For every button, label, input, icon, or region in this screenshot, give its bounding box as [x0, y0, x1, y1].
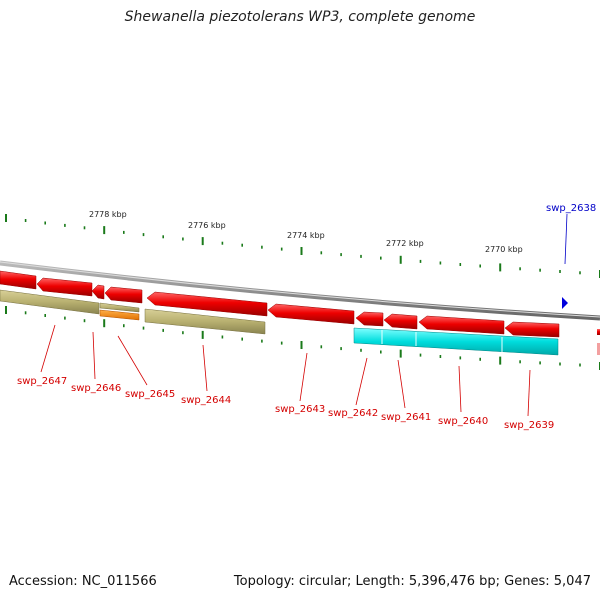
gene-swp-2641-arrow[interactable]: [383, 313, 418, 330]
topology-text: Topology: circular; Length: 5,396,476 bp…: [233, 574, 591, 589]
label-swp-2645[interactable]: swp_2645: [125, 389, 175, 400]
accession-text: Accession: NC_011566: [9, 574, 157, 589]
label-swp-2644[interactable]: swp_2644: [181, 395, 231, 406]
label-swp-2641[interactable]: swp_2641: [381, 412, 431, 423]
feature-tan-1[interactable]: [0, 289, 100, 315]
gene-partial-right[interactable]: [597, 329, 600, 335]
genome-backbone: [0, 260, 600, 321]
scale-label-2778: 2778 kbp: [89, 210, 127, 219]
gene-track-cds: [0, 270, 600, 355]
scale-label-2774: 2774 kbp: [287, 231, 325, 240]
gene-swp-2638-marker[interactable]: [562, 297, 568, 309]
label-swp-2638[interactable]: swp_2638: [546, 203, 596, 214]
label-swp-2640[interactable]: swp_2640: [438, 416, 488, 427]
gene-swp-2640-arrow[interactable]: [418, 315, 505, 335]
gene-swp-2645b-arrow[interactable]: [104, 286, 143, 304]
gene-swp-2646-arrow[interactable]: [36, 277, 93, 297]
label-swp-2643[interactable]: swp_2643: [275, 404, 325, 415]
feature-tan-2[interactable]: [99, 302, 140, 313]
map-title: Shewanella piezotolerans WP3, complete g…: [124, 9, 476, 25]
label-swp-2647[interactable]: swp_2647: [17, 376, 67, 387]
scale-label-2776: 2776 kbp: [188, 221, 226, 230]
gene-swp-2647-arrow[interactable]: [0, 270, 37, 290]
feature-cyan[interactable]: [353, 327, 559, 356]
callout-lines: [40, 213, 568, 417]
gene-swp-2643-arrow[interactable]: [267, 303, 355, 325]
feature-orange[interactable]: [99, 309, 140, 321]
label-swp-2642[interactable]: swp_2642: [328, 408, 378, 419]
gene-swp-2644-arrow[interactable]: [146, 291, 268, 317]
inner-tick-ring: [5, 306, 600, 370]
gene-swp-2642-arrow[interactable]: [355, 311, 384, 327]
label-swp-2646[interactable]: swp_2646: [71, 383, 121, 394]
label-swp-2639[interactable]: swp_2639: [504, 420, 554, 431]
scale-label-2772: 2772 kbp: [386, 239, 424, 248]
outer-tick-ring: [5, 214, 600, 278]
feature-tan-3[interactable]: [144, 308, 266, 335]
scale-label-2770: 2770 kbp: [485, 245, 523, 254]
gene-track-other: [0, 289, 559, 356]
gene-swp-2639-arrow[interactable]: [504, 321, 560, 338]
gene-partial-right-2[interactable]: [597, 343, 600, 355]
gene-swp-2645-arrow[interactable]: [91, 284, 105, 300]
